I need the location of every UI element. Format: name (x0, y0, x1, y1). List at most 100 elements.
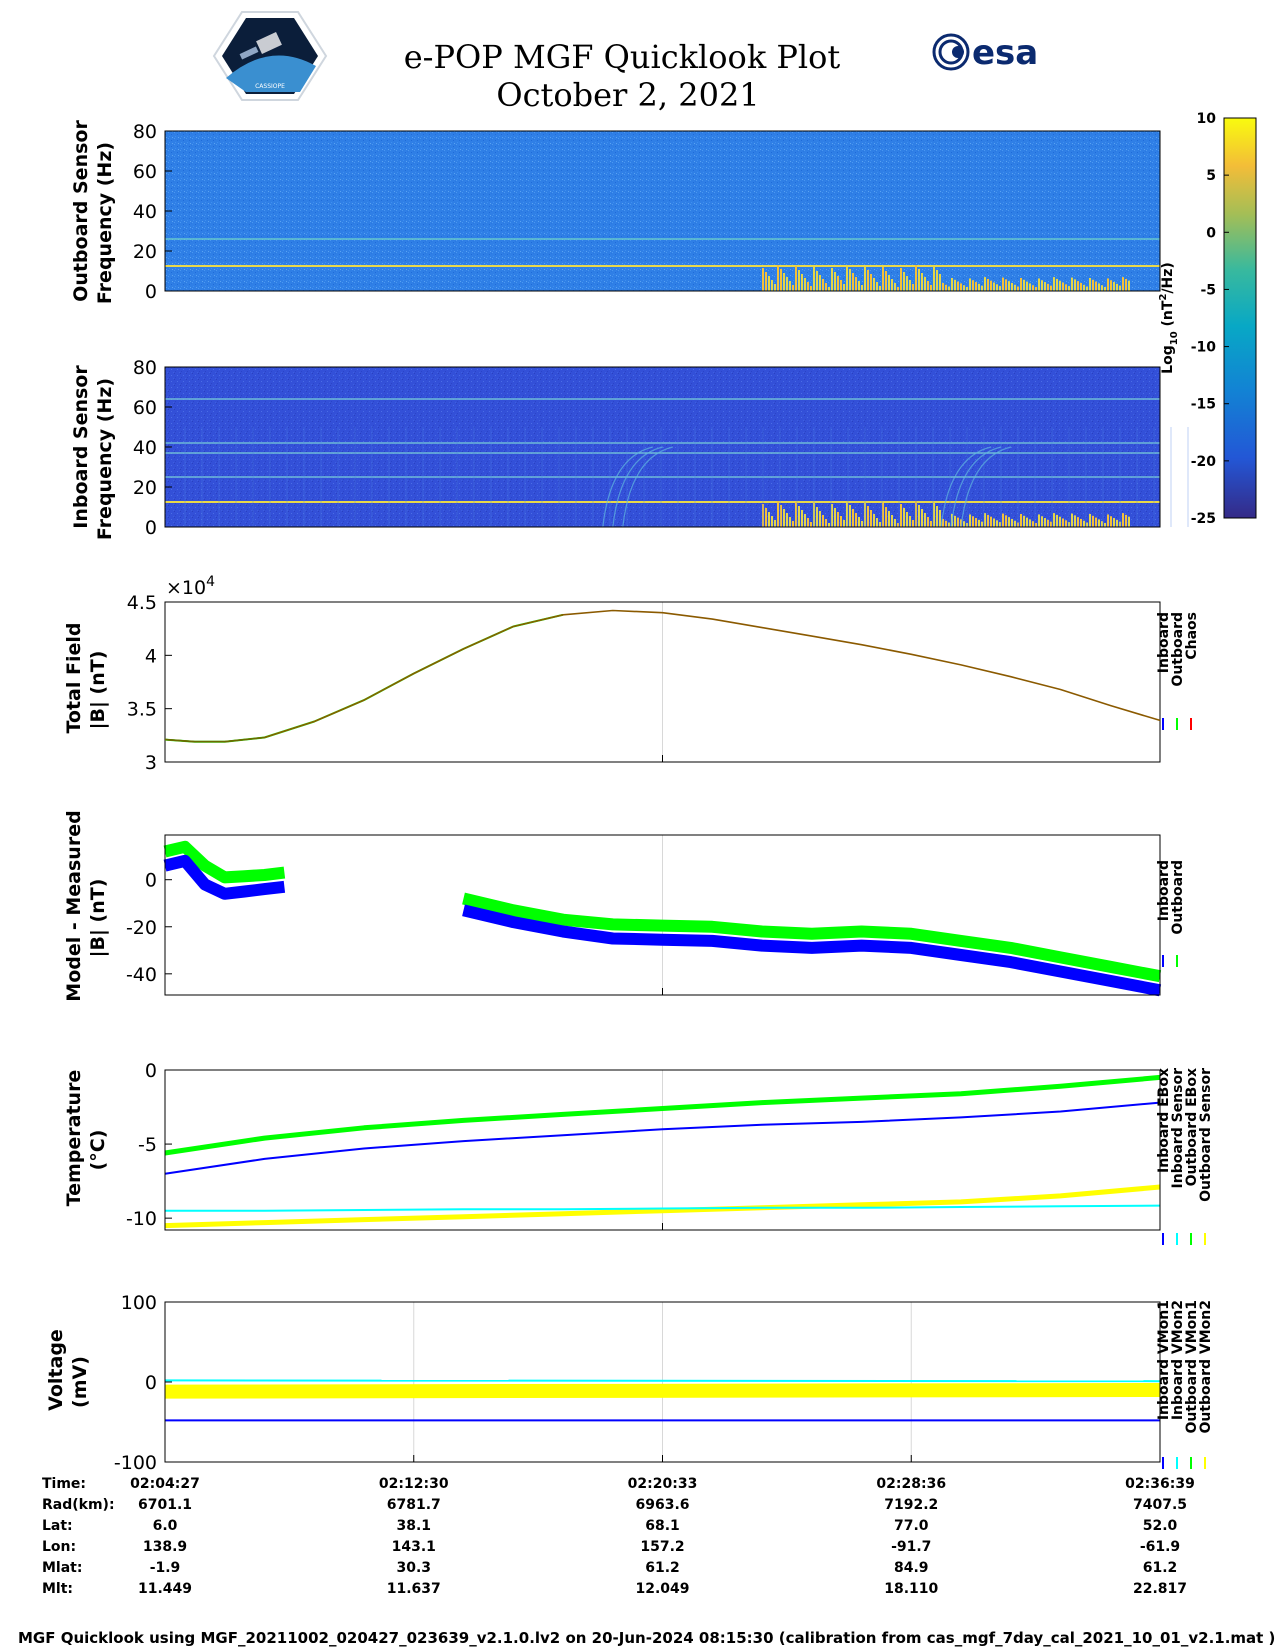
outboard-spectrogram-activity (780, 269, 782, 291)
inboard-spectrogram-activity (831, 504, 833, 527)
inboard-spectrogram-activity (825, 519, 827, 527)
inboard-spectrogram-activity (765, 508, 767, 527)
inboard-spectrogram-activity (1035, 523, 1037, 527)
inboard-spectrogram-activity (1065, 520, 1067, 527)
outboard-spectrogram-activity (891, 279, 893, 291)
residual-panel-legend-entry: Inboard (1156, 860, 1172, 921)
outboard-spectrogram-activity (1095, 281, 1097, 291)
outboard-spectrogram-activity (936, 270, 938, 291)
orbit-cell: 6781.7 (387, 1497, 441, 1513)
orbit-cell: 61.2 (645, 1560, 680, 1576)
total-field-panel-ylabel: Total Field |B| (nT) (63, 622, 109, 733)
inboard-spectrogram-activity (1089, 514, 1091, 527)
inboard-spectrogram-activity (972, 516, 974, 527)
voltage-panel-ylabel: Voltage (mV) (45, 1329, 91, 1411)
outboard-spectrogram-activity (906, 276, 908, 291)
outboard-spectrogram-activity (1068, 286, 1070, 291)
inboard-spectrogram-activity (864, 502, 866, 527)
inboard-spectrogram (165, 367, 1189, 528)
colorbar-tick-label: 0 (1206, 225, 1216, 241)
inboard-spectrogram-activity (996, 520, 998, 527)
outboard-spectrogram-activity (843, 284, 845, 291)
inboard-spectrogram-activity (1044, 518, 1046, 527)
inboard-spectrogram-activity (837, 512, 839, 527)
inboard-spectrogram-activity (1110, 516, 1112, 527)
outboard-spectrogram-activity (1020, 278, 1022, 291)
orbit-cell: 157.2 (640, 1539, 684, 1555)
inboard-spectrogram-activity (1101, 521, 1103, 527)
outboard-spectrogram-activity (1038, 278, 1040, 291)
inboard-spectrogram-activity (1038, 514, 1040, 527)
inboard-spectrogram-activity (993, 518, 995, 527)
outboard-spectrogram-activity (834, 272, 836, 291)
outboard-spectrogram-activity (921, 273, 923, 291)
inboard-spectrogram-activity (1008, 517, 1010, 527)
total-field-panel-ylabel-line2: |B| (nT) (87, 651, 109, 730)
inboard-spectrogram-activity (762, 504, 764, 527)
outboard-spectrogram-activity (855, 277, 857, 291)
orbit-cell: 38.1 (396, 1518, 431, 1534)
inboard-spectrogram-activity (999, 522, 1001, 527)
inboard-spectrogram-activity (789, 517, 791, 527)
inboard-spectrogram-activity (807, 518, 809, 527)
outboard-spectrogram-activity (1041, 280, 1043, 291)
inboard-spectrogram-activity (1083, 520, 1085, 527)
inboard-spectrogram-activity (855, 513, 857, 527)
temperature-panel-series-inboard-sensor (165, 1204, 1161, 1212)
cassiope-logo: CASSIOPE (212, 11, 328, 101)
inboard-spectrogram-arc (960, 446, 1012, 528)
inboard-spectrogram-activity (927, 517, 929, 527)
inboard-spectrogram-activity (1095, 517, 1097, 527)
colorbar-label: Log10 (nT2/Hz) (1158, 262, 1180, 374)
temperature-panel-legend-entry: Outboard EBox (1184, 1068, 1200, 1186)
colorbar-gradient (1223, 117, 1257, 519)
inboard-spectrogram-activity (1080, 518, 1082, 527)
orbit-cell: 12.049 (635, 1581, 689, 1597)
outboard-spectrogram-activity (798, 270, 800, 291)
outboard-spectrogram-activity (822, 279, 824, 291)
voltage-panel-ylabel-line2: (mV) (69, 1356, 91, 1408)
inboard-spectrogram-activity (834, 508, 836, 527)
colorbar-tick-label: -20 (1191, 454, 1217, 470)
total-field-panel-series-chaos (164, 609, 1161, 743)
voltage-panel-legend-entry: Outboard VMon1 (1184, 1300, 1200, 1434)
inboard-spectrogram-activity (987, 514, 989, 527)
orbit-cell: 02:36:39 (1125, 1476, 1195, 1492)
voltage-panel-legend-entry: Inboard VMon1 (1156, 1300, 1172, 1420)
outboard-spectrogram-activity (882, 267, 884, 291)
outboard-spectrogram-ylabel: Outboard Sensor Frequency (Hz) (70, 120, 116, 305)
outboard-spectrogram-activity (924, 277, 926, 291)
outboard-spectrogram-activity (876, 282, 878, 291)
residual-panel-frame (164, 834, 1161, 996)
outboard-spectrogram-activity (945, 284, 947, 291)
inboard-spectrogram-activity (786, 513, 788, 527)
outboard-spectrogram-background (165, 131, 1160, 291)
outboard-spectrogram-activity (762, 268, 764, 291)
outboard-spectrogram-activity (846, 265, 848, 291)
orbit-cell: 30.3 (396, 1560, 431, 1576)
voltage-panel-ytick-label: 0 (145, 1372, 157, 1394)
orbit-cell: -91.7 (891, 1539, 931, 1555)
outboard-spectrogram-activity (933, 266, 935, 291)
inboard-spectrogram-activity (1017, 522, 1019, 527)
inboard-spectrogram-activity (1053, 513, 1055, 527)
orbit-cell: 02:20:33 (628, 1476, 698, 1492)
outboard-spectrogram-activity (1119, 285, 1121, 291)
inboard-spectrogram-activity (1107, 514, 1109, 527)
outboard-spectrogram-activity (858, 281, 860, 291)
svg-text:esa: esa (972, 33, 1038, 73)
outboard-spectrogram-activity (1104, 287, 1106, 291)
outboard-spectrogram-activity (981, 285, 983, 291)
outboard-spectrogram-activity (927, 281, 929, 291)
residual-panel-series-outboard-0 (163, 840, 286, 884)
outboard-spectrogram-activity (954, 279, 956, 291)
voltage-panel-ylabel-line1: Voltage (45, 1329, 67, 1411)
orbit-cell: 02:04:27 (130, 1476, 200, 1492)
residual-panel-legend-entry: Outboard (1170, 860, 1186, 935)
inboard-spectrogram-activity (1062, 518, 1064, 527)
outboard-spectrogram-activity (1071, 277, 1073, 291)
outboard-spectrogram-activity (1074, 279, 1076, 291)
orbit-table: Time: Rad(km): Lat: Lon: Mlat: Mlt: 02:04:27 67… (42, 1476, 1195, 1597)
